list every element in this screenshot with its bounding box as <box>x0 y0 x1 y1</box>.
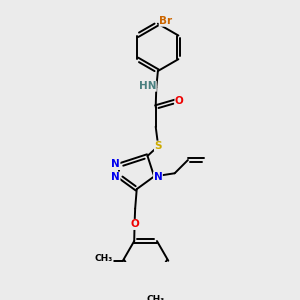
Text: N: N <box>111 172 120 182</box>
Text: CH₃: CH₃ <box>95 254 113 263</box>
Text: N: N <box>111 160 120 170</box>
Text: HN: HN <box>139 81 156 91</box>
Text: CH₃: CH₃ <box>146 296 164 300</box>
Text: O: O <box>130 219 139 230</box>
Text: Br: Br <box>159 16 172 26</box>
Text: S: S <box>154 141 162 151</box>
Text: O: O <box>175 96 184 106</box>
Text: N: N <box>154 172 162 182</box>
